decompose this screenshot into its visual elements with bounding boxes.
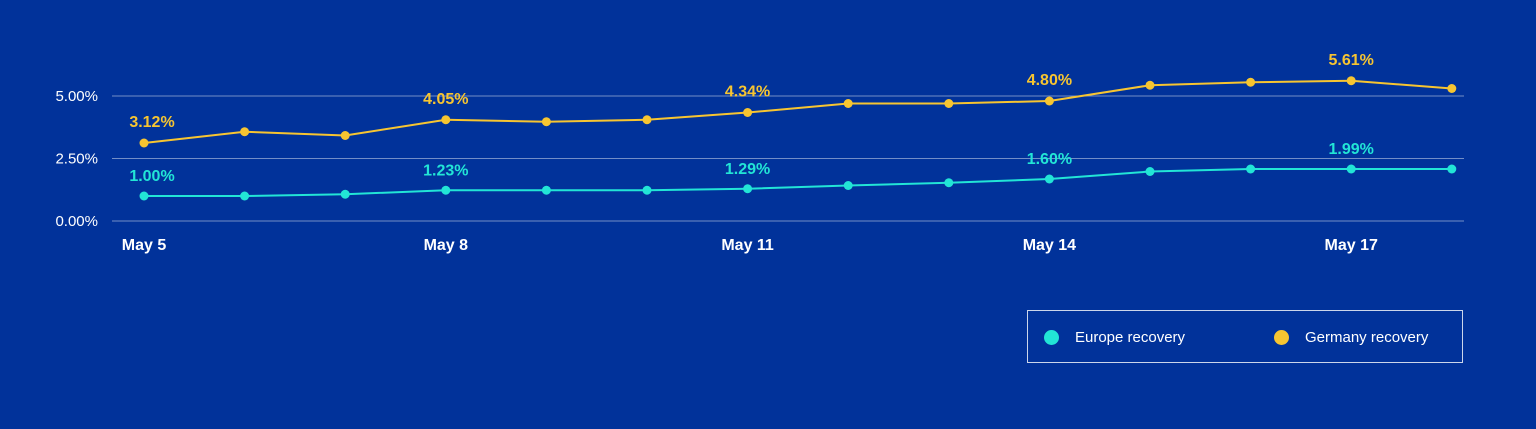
legend: Europe recovery Germany recovery [1027,310,1463,363]
data-point[interactable] [240,127,250,137]
legend-dot-germany [1274,330,1289,345]
data-point[interactable] [1447,84,1457,93]
data-label: 1.99% [1329,141,1374,158]
legend-label-europe: Europe recovery [1075,329,1186,346]
data-label: 4.34% [725,84,770,101]
data-label: 5.61% [1329,52,1374,69]
legend-item-europe[interactable]: Europe recovery [1044,311,1185,364]
data-point[interactable] [743,108,753,117]
data-point[interactable] [843,99,853,108]
data-point[interactable] [441,185,451,195]
x-tick-label: May 17 [1325,237,1378,254]
data-point[interactable] [1246,164,1256,174]
data-label: 1.60% [1027,151,1072,168]
data-label: 4.05% [423,91,468,108]
data-point[interactable] [642,185,652,195]
x-tick-label: May 5 [122,237,167,254]
series-line [144,168,1452,197]
legend-dot-europe [1044,330,1059,345]
data-point[interactable] [1044,174,1054,184]
data-point[interactable] [340,189,350,199]
legend-label-germany: Germany recovery [1305,329,1429,346]
x-tick-label: May 11 [721,237,774,254]
data-label: 1.29% [725,161,770,178]
series-lines [139,76,1457,201]
line-chart: 0.00%2.50%5.00% May 5 May 8 May 11 May 14 Ma… [55,52,1464,254]
data-point[interactable] [1145,167,1155,176]
data-point[interactable] [340,131,350,140]
series-line [143,79,1452,144]
data-point[interactable] [944,99,954,108]
x-tick-label: May 14 [1023,237,1076,254]
data-labels: 1.00% 1.23% 1.29% 1.60% 1.99% 3.12% 4.05% 4.34%… [129,52,1374,185]
data-point[interactable] [642,115,652,125]
data-point[interactable] [743,184,753,194]
y-tick-label: 5.00% [55,88,98,105]
data-point[interactable] [139,138,149,148]
data-label: 1.00% [129,168,174,185]
y-tick-label: 0.00% [55,213,98,230]
y-tick-label: 2.50% [55,151,98,168]
x-tick-label: May 8 [424,237,469,254]
y-axis-ticks: 0.00% 2.50% 5.00% [55,88,98,230]
data-point[interactable] [441,115,451,125]
data-point[interactable] [1246,77,1256,87]
data-point[interactable] [541,117,551,127]
legend-item-germany[interactable]: Germany recovery [1274,311,1428,364]
data-label: 1.23% [423,162,468,179]
data-point[interactable] [843,181,853,190]
data-point[interactable] [139,191,149,201]
data-point[interactable] [1447,164,1457,174]
data-point[interactable] [1346,164,1356,174]
data-label: 4.80% [1027,72,1072,89]
grid-lines [112,95,1464,222]
data-point[interactable] [1044,96,1054,106]
x-axis-ticks: May 5 May 8 May 11 May 14 May 17 [122,237,1378,254]
data-point[interactable] [944,178,954,188]
data-point[interactable] [1346,76,1356,86]
data-point[interactable] [240,191,250,201]
data-label: 3.12% [129,114,174,131]
data-point[interactable] [1145,80,1155,90]
data-point[interactable] [541,185,551,195]
